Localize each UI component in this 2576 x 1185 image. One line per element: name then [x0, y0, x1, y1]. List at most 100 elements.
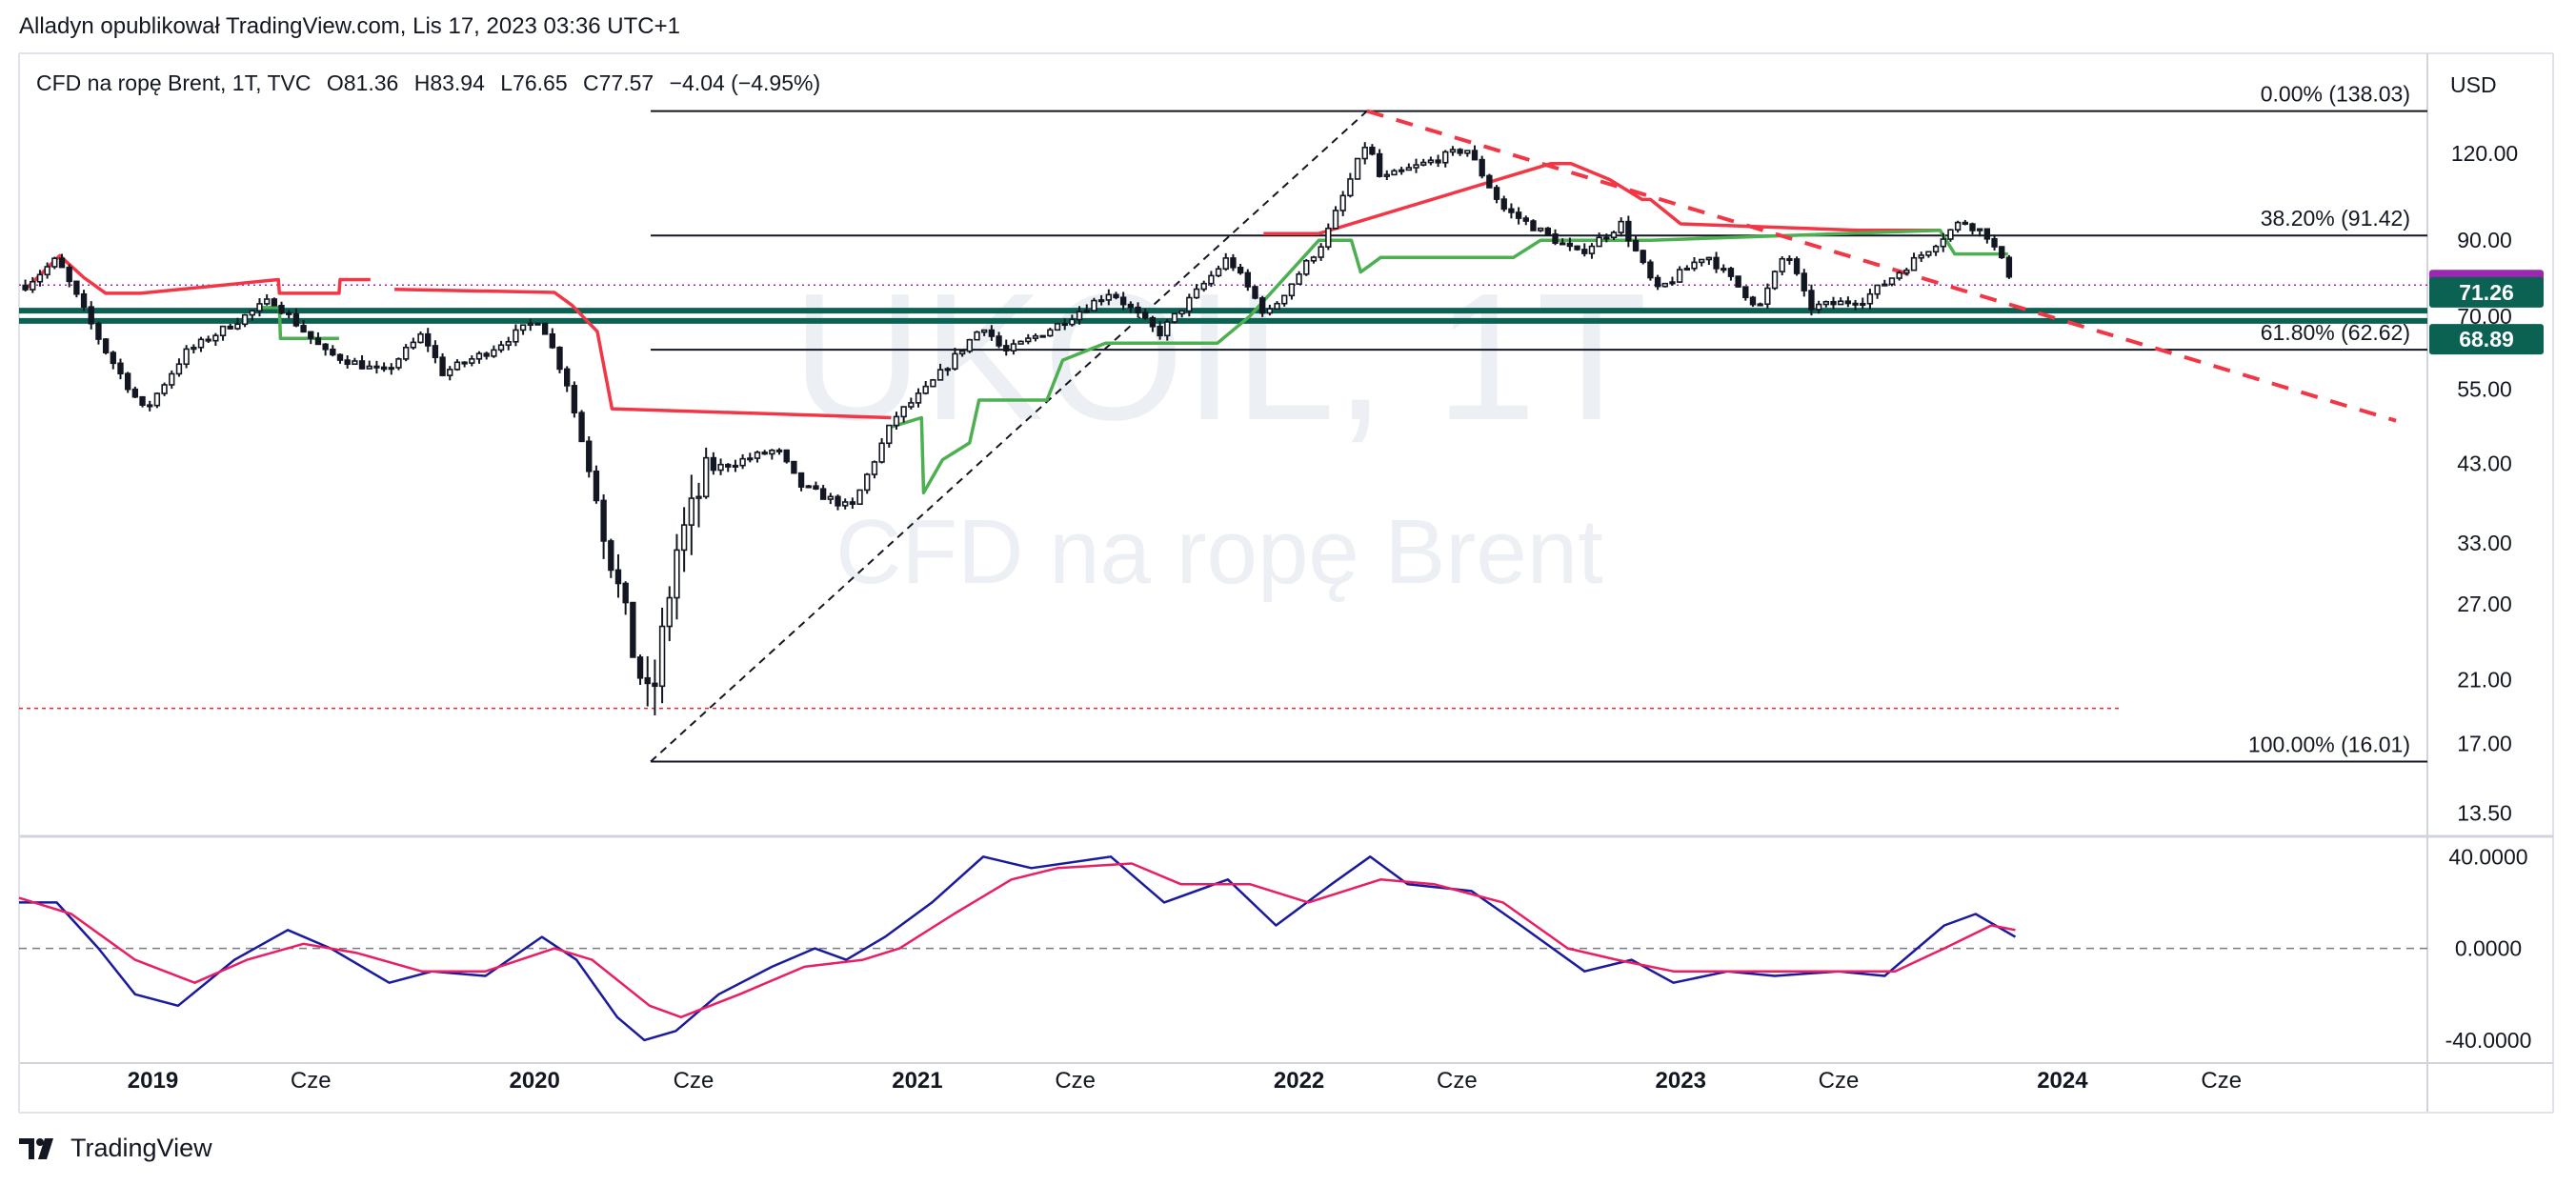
- price-candle: [791, 460, 797, 474]
- candle-body: [1969, 223, 1976, 231]
- price-candle: [600, 494, 607, 559]
- candle-body: [286, 311, 292, 315]
- candle-body: [541, 322, 549, 335]
- candle-body: [703, 456, 710, 498]
- candle-body: [630, 601, 636, 658]
- candle-body: [1193, 288, 1200, 299]
- price-candle: [1237, 264, 1244, 275]
- candle-body: [1699, 258, 1705, 264]
- candle-body: [1947, 229, 1954, 240]
- price-tick-label: 43.00: [2457, 451, 2512, 475]
- candle-body: [117, 362, 124, 375]
- price-candle: [586, 436, 593, 478]
- candle-body: [1003, 345, 1010, 351]
- candle-body: [308, 331, 314, 339]
- price-candle: [1647, 259, 1654, 281]
- candle-body: [234, 323, 241, 330]
- candle-body: [219, 325, 227, 337]
- candle-body: [1486, 174, 1493, 189]
- candle-body: [1457, 149, 1463, 154]
- price-candle: [841, 498, 849, 510]
- price-candle: [271, 297, 278, 307]
- candle-body: [1999, 246, 2005, 259]
- price-candle: [1742, 286, 1749, 301]
- candle-body: [564, 368, 571, 387]
- candle-body: [1369, 147, 1376, 155]
- price-candle: [630, 601, 636, 658]
- candle-body: [652, 682, 658, 688]
- candle-body: [527, 322, 533, 326]
- price-candle: [1625, 215, 1632, 248]
- price-candle: [241, 313, 249, 328]
- price-candle: [1691, 256, 1698, 271]
- candle-body: [491, 349, 497, 357]
- candle-body: [1493, 187, 1500, 200]
- candle-body: [322, 343, 329, 351]
- price-candle: [1486, 173, 1493, 189]
- candle-body: [1391, 170, 1398, 176]
- price-candle: [1699, 258, 1705, 267]
- candle-body: [688, 497, 695, 526]
- price-candle: [1801, 269, 1807, 297]
- time-tick-label: Cze: [674, 1068, 714, 1094]
- candle-body: [513, 329, 519, 343]
- candle-body: [608, 540, 614, 572]
- price-candle: [1610, 231, 1618, 240]
- candle-body: [1940, 238, 1946, 248]
- price-candle: [417, 331, 424, 344]
- publisher-caption: Alladyn opublikował TradingView.com, Lis…: [19, 13, 680, 39]
- candle-body: [980, 329, 988, 333]
- candle-body: [1522, 217, 1529, 222]
- supertrend-up-line: [890, 229, 2008, 495]
- candle-body: [1632, 239, 1640, 251]
- price-candle: [139, 395, 146, 408]
- time-tick-label: Cze: [1055, 1068, 1096, 1094]
- candle-body: [1727, 268, 1735, 277]
- candle-body: [1910, 256, 1918, 271]
- candle-body: [1186, 296, 1193, 312]
- candle-body: [1420, 161, 1427, 166]
- candle-body: [30, 280, 36, 291]
- candle-body: [1471, 150, 1479, 161]
- price-candle: [344, 354, 351, 369]
- price-candle: [1727, 267, 1735, 281]
- price-candle: [1274, 301, 1280, 311]
- price-candle: [95, 321, 102, 345]
- price-candle: [1508, 203, 1515, 219]
- candle-body: [161, 384, 168, 394]
- candle-body: [1779, 257, 1785, 272]
- candle-body: [447, 369, 453, 376]
- candle-body: [1676, 269, 1683, 283]
- price-candle: [988, 325, 996, 341]
- candle-body: [1735, 275, 1741, 288]
- legend-symbol[interactable]: CFD na ropę Brent, 1T, TVC: [36, 70, 312, 95]
- candle-body: [974, 331, 980, 341]
- candle-body: [856, 489, 863, 505]
- price-candle: [461, 361, 468, 368]
- price-candle: [1918, 251, 1924, 262]
- candle-body: [1874, 284, 1881, 295]
- price-candle: [1178, 310, 1185, 318]
- candle-body: [417, 332, 424, 344]
- price-candle: [680, 507, 688, 572]
- price-candle: [292, 308, 300, 328]
- price-candle: [1208, 271, 1215, 288]
- price-candle: [58, 253, 66, 269]
- price-candle: [1398, 167, 1405, 175]
- candle-body: [1852, 302, 1859, 306]
- symbol-legend[interactable]: CFD na ropę Brent, 1T, TVC O81.36 H83.94…: [36, 70, 830, 96]
- tradingview-brand[interactable]: TradingView: [19, 1134, 212, 1163]
- price-candle: [1852, 299, 1859, 311]
- price-candle: [878, 437, 885, 464]
- price-candle: [153, 392, 161, 409]
- candle-body: [402, 346, 410, 360]
- candle-body: [1647, 261, 1654, 279]
- candle-body: [813, 485, 819, 491]
- currency-button[interactable]: USD: [2450, 72, 2497, 97]
- price-candle: [1244, 269, 1251, 291]
- price-candle: [308, 331, 314, 345]
- candle-body: [922, 385, 929, 394]
- candle-body: [1640, 250, 1646, 264]
- candle-body: [674, 549, 680, 599]
